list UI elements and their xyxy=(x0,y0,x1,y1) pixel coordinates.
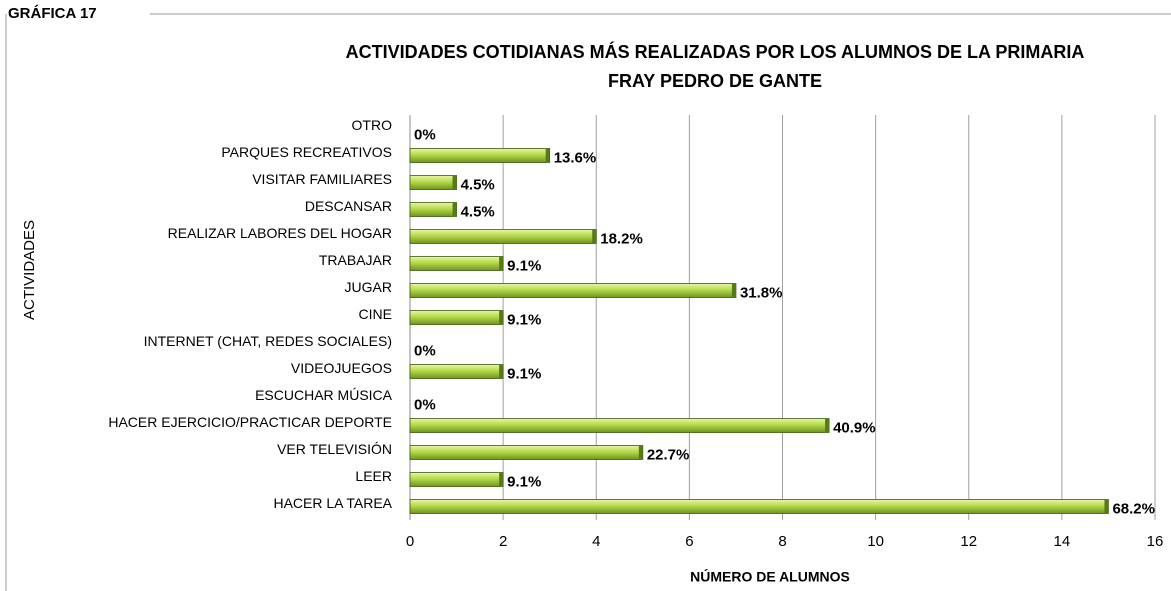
x-tick-label: 16 xyxy=(1147,533,1164,550)
value-label: 0% xyxy=(414,126,436,143)
bar xyxy=(409,229,597,244)
value-label: 9.1% xyxy=(507,473,541,490)
y-tick-label: INTERNET (CHAT, REDES SOCIALES) xyxy=(144,333,392,349)
y-tick-label: DESCANSAR xyxy=(305,198,392,214)
y-tick-label: OTRO xyxy=(352,117,393,133)
x-tick-label: 0 xyxy=(406,533,414,550)
y-tick-label: HACER EJERCICIO/PRACTICAR DEPORTE xyxy=(108,414,392,430)
y-tick-label: LEER xyxy=(355,468,392,484)
y-tick-label: VER TELEVISIÓN xyxy=(277,441,392,457)
value-label: 13.6% xyxy=(554,149,597,166)
x-axis-title: NÚMERO DE ALUMNOS xyxy=(690,568,850,585)
bar xyxy=(409,202,457,217)
bar xyxy=(409,364,504,379)
bar xyxy=(409,283,737,298)
bar-end xyxy=(731,283,736,298)
bar xyxy=(409,418,830,433)
chart-title: ACTIVIDADES COTIDIANAS MÁS REALIZADAS PO… xyxy=(346,41,1085,62)
bar xyxy=(409,310,504,325)
chart-title: FRAY PEDRO DE GANTE xyxy=(608,71,822,91)
y-tick-label: ESCUCHAR MÚSICA xyxy=(255,387,393,403)
bar xyxy=(409,472,504,487)
x-tick-label: 10 xyxy=(867,533,884,550)
y-tick-label: REALIZAR LABORES DEL HOGAR xyxy=(168,225,392,241)
x-tick-label: 12 xyxy=(960,533,977,550)
value-label: 31.8% xyxy=(740,284,783,301)
value-label: 18.2% xyxy=(600,230,643,247)
value-label: 9.1% xyxy=(507,311,541,328)
bar-end xyxy=(592,229,597,244)
bar xyxy=(409,445,644,460)
y-tick-label: JUGAR xyxy=(345,279,392,295)
value-label: 9.1% xyxy=(507,257,541,274)
bar-end xyxy=(545,148,550,163)
bar-end xyxy=(452,175,457,190)
bar xyxy=(409,256,504,271)
y-tick-label: VIDEOJUEGOS xyxy=(291,360,392,376)
bar-end xyxy=(499,364,504,379)
bar xyxy=(409,175,457,190)
x-tick-label: 14 xyxy=(1054,533,1071,550)
bar-end xyxy=(638,445,643,460)
x-tick-label: 6 xyxy=(685,533,693,550)
bar xyxy=(409,148,551,163)
y-axis-title: ACTIVIDADES xyxy=(21,220,38,320)
bar-end xyxy=(499,256,504,271)
y-tick-label: TRABAJAR xyxy=(319,252,392,268)
y-tick-label: PARQUES RECREATIVOS xyxy=(221,144,392,160)
value-label: 0% xyxy=(414,342,436,359)
value-label: 40.9% xyxy=(833,419,876,436)
value-label: 4.5% xyxy=(461,203,495,220)
value-label: 22.7% xyxy=(647,446,690,463)
bar-end xyxy=(499,310,504,325)
bar-end xyxy=(825,418,830,433)
value-label: 9.1% xyxy=(507,365,541,382)
value-label: 68.2% xyxy=(1112,500,1155,517)
x-tick-label: 4 xyxy=(592,533,600,550)
x-tick-label: 2 xyxy=(499,533,507,550)
y-tick-label: CINE xyxy=(359,306,392,322)
figure-label: GRÁFICA 17 xyxy=(8,5,97,22)
bar-end xyxy=(499,472,504,487)
x-tick-label: 8 xyxy=(778,533,786,550)
bar xyxy=(409,499,1109,514)
bar-end xyxy=(452,202,457,217)
y-tick-label: VISITAR FAMILIARES xyxy=(252,171,392,187)
value-label: 4.5% xyxy=(461,176,495,193)
value-label: 0% xyxy=(414,396,436,413)
bar-end xyxy=(1104,499,1109,514)
y-tick-label: HACER LA TAREA xyxy=(273,495,392,511)
